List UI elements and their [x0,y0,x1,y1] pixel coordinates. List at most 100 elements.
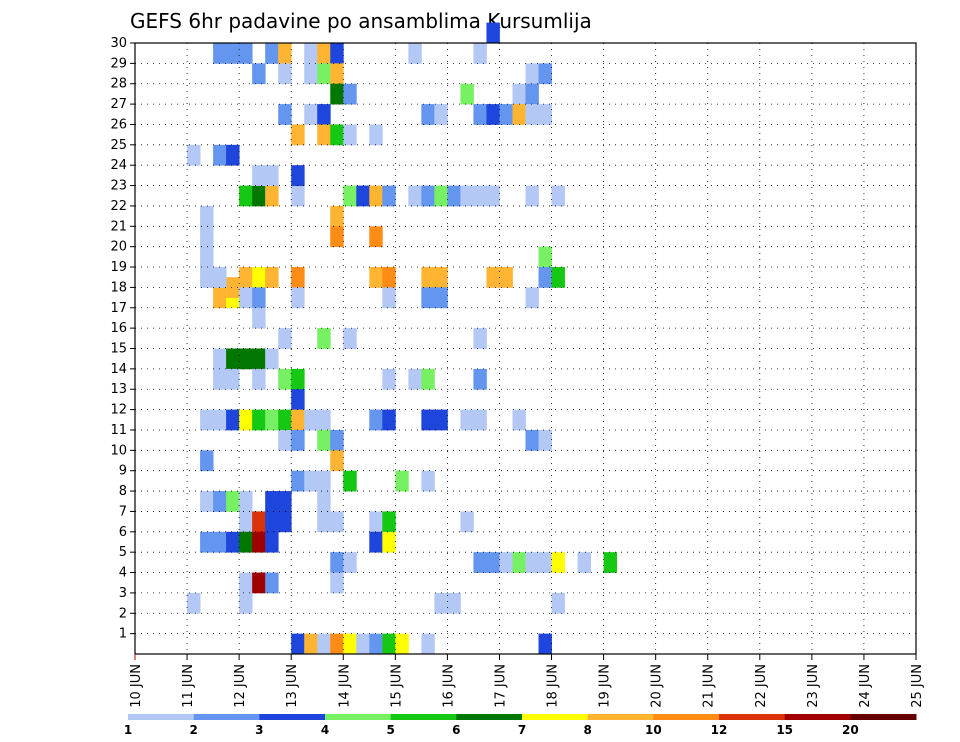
heatmap-cell [369,267,383,288]
heatmap-cell [447,592,461,614]
legend-label: 12 [711,723,728,737]
heatmap-cell [473,43,487,64]
heatmap-cell [200,491,214,512]
heatmap-cell [421,185,435,207]
heatmap-cell [525,63,539,85]
x-tick-label: 22 JUN [754,664,769,708]
heatmap-cell [382,531,396,553]
heatmap-cell [369,531,383,553]
heatmap-cell [551,592,565,614]
heatmap-cell [265,491,279,512]
heatmap-cell [239,267,253,288]
heatmap-cell [252,307,266,329]
heatmap-cell [577,552,591,573]
heatmap-cell [291,470,305,492]
heatmap-cell [278,409,292,431]
legend-swatch [193,714,260,720]
x-tick-label: 15 JUN [389,664,404,708]
heatmap-cell [343,633,357,655]
legend-label: 4 [321,723,329,737]
heatmap-cell [343,83,357,105]
heatmap-cell [421,470,435,492]
heatmap-cell [213,267,227,288]
heatmap-cell [317,328,331,349]
x-tick-label: 18 JUN [546,664,561,708]
heatmap-cell [369,124,383,146]
heatmap-cell [499,104,513,125]
heatmap-cell [200,531,214,553]
legend-label: 8 [583,723,591,737]
x-tick-label: 10 JUN [129,664,144,708]
heatmap-cell [304,104,318,125]
heatmap-cell [499,552,513,573]
heatmap-cell [278,63,292,85]
heatmap-cells [187,22,618,655]
heatmap-cell [434,409,448,431]
heatmap-cell [434,185,448,207]
heatmap-cell [239,287,253,309]
heatmap-cell [343,185,357,207]
x-tick-label: 21 JUN [702,664,717,708]
heatmap-cell [200,226,214,248]
heatmap-cell [369,511,383,533]
y-tick-label: 29 [110,56,127,71]
heatmap-cell [226,277,240,298]
heatmap-cell [486,22,500,44]
y-tick-label: 25 [110,138,127,153]
heatmap-cell [213,491,227,512]
heatmap-cell [291,409,305,431]
heatmap-cell [317,124,331,146]
heatmap-cell [330,205,344,227]
heatmap-cell [343,124,357,146]
heatmap-cell [252,572,266,594]
heatmap-cell [525,83,539,105]
heatmap-cell [317,511,331,533]
y-tick-label: 26 [110,117,127,132]
heatmap-cell [369,185,383,207]
heatmap-cell [226,491,240,512]
heatmap-cell [226,348,240,370]
heatmap-cell [239,572,253,594]
heatmap-cell [213,409,227,431]
heatmap-cell [538,633,552,655]
heatmap-cell [291,429,305,451]
heatmap-cell [343,470,357,492]
heatmap-cell [265,43,279,64]
heatmap-cell [525,429,539,451]
heatmap-cell [265,267,279,288]
legend-swatch [128,714,195,720]
heatmap-cell [291,389,305,410]
heatmap-cell [421,409,435,431]
y-tick-label: 4 [119,566,127,581]
heatmap-cell [226,43,240,64]
heatmap-cell [421,368,435,390]
heatmap-cell [330,43,344,64]
x-tick-label: 16 JUN [441,664,456,708]
y-tick-label: 18 [110,280,127,295]
heatmap-cell [551,185,565,207]
y-tick-label: 28 [110,77,127,92]
legend-label: 6 [452,723,460,737]
heatmap-cell [408,185,422,207]
heatmap-cell [330,429,344,451]
y-tick-label: 12 [110,403,127,418]
y-tick-label: 5 [119,545,127,560]
heatmap-cell [252,185,266,207]
x-tick-label: 19 JUN [598,664,613,708]
heatmap-cell [460,511,474,533]
y-tick-label: 10 [110,443,127,458]
x-tick-label: 17 JUN [493,664,508,708]
heatmap-cell [252,348,266,370]
y-tick-label: 23 [110,179,127,194]
heatmap-cell [317,63,331,85]
heatmap-cell [213,43,227,64]
heatmap-cell [434,104,448,125]
x-tick-label: 11 JUN [181,664,196,708]
y-tick-label: 27 [110,97,127,112]
heatmap-cell [473,104,487,125]
heatmap-cell [252,63,266,85]
heatmap-cell [200,205,214,227]
heatmap-cell [265,185,279,207]
heatmap-cell [395,633,409,655]
